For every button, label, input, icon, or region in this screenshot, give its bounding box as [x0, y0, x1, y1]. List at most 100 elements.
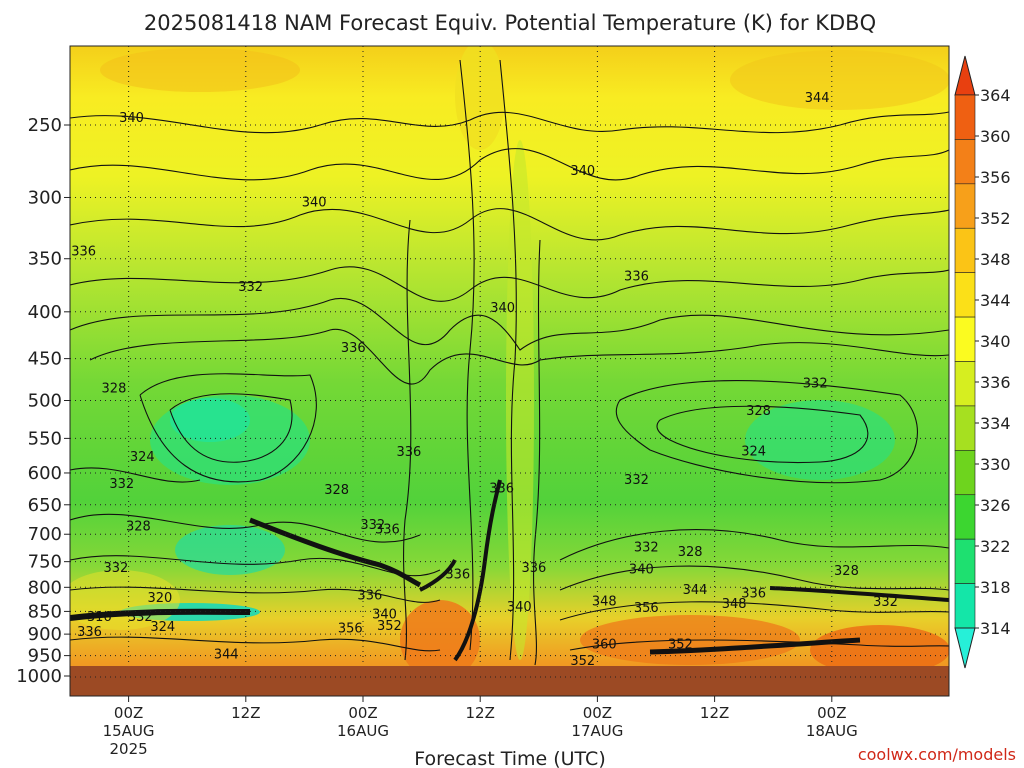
y-tick-label: 900: [28, 624, 62, 645]
contour-label: 336: [71, 245, 96, 260]
grid-lines: [70, 46, 949, 696]
contour-label: 332: [238, 280, 263, 295]
contour-label: 316: [87, 610, 112, 625]
contour-label: 340: [629, 562, 654, 577]
colorbar-label: 360: [980, 127, 1011, 146]
contour-label: 344: [805, 91, 830, 106]
colorbar-top-arrow: [954, 55, 976, 96]
x-tick-date-label: 17AUG: [571, 722, 623, 740]
colorbar-segment: [954, 139, 976, 185]
contour-label: 344: [683, 583, 708, 598]
colorbar-label: 318: [980, 578, 1011, 597]
colorbar-segment: [954, 538, 976, 584]
colorbar-label: 314: [980, 619, 1011, 638]
contour-label: 320: [147, 591, 172, 606]
contour-label: 356: [338, 621, 363, 636]
ground-strip: [70, 666, 949, 696]
contour-label: 340: [570, 164, 595, 179]
y-tick-label: 400: [28, 302, 62, 323]
y-tick-label: 700: [28, 524, 62, 545]
contour-label: 324: [741, 444, 766, 459]
contour-label: 328: [746, 404, 771, 419]
x-tick-label: 00Z: [583, 704, 612, 722]
colorbar-label: 352: [980, 209, 1011, 228]
y-tick-label: 650: [28, 495, 62, 516]
contour-label: 336: [522, 561, 547, 576]
colorbar-label: 326: [980, 496, 1011, 515]
x-tick-label: 00Z: [114, 704, 143, 722]
contour-label: 344: [214, 648, 239, 663]
contour-label: 348: [722, 597, 747, 612]
contour-label: 332: [803, 377, 828, 392]
contour-label: 336: [375, 523, 400, 538]
colorbar-label: 348: [980, 250, 1011, 269]
y-tick-label: 450: [28, 349, 62, 370]
colorbar-label: 330: [980, 455, 1011, 474]
contour-label: 332: [634, 541, 659, 556]
contour-label: 332: [103, 561, 128, 576]
contour-label: 340: [490, 301, 515, 316]
colorbar-label: 356: [980, 168, 1011, 187]
colorbar-label: 322: [980, 537, 1011, 556]
y-tick-label: 550: [28, 428, 62, 449]
contour-label: 328: [834, 564, 859, 579]
contour-label: 352: [668, 637, 693, 652]
plot-frame: [69, 45, 950, 697]
x-tick-label: 12Z: [700, 704, 729, 722]
credit-text[interactable]: coolwx.com/models: [858, 745, 1016, 764]
contour-label: 348: [592, 595, 617, 610]
x-tick-date-label: 18AUG: [806, 722, 858, 740]
contour-label: 336: [489, 481, 514, 496]
x-tick-year-label: 2025: [110, 740, 148, 758]
colorbar-segment: [954, 494, 976, 540]
contour-label: 356: [634, 601, 659, 616]
colorbar-segment: [954, 361, 976, 407]
contour-label: 340: [302, 195, 327, 210]
contour-label: 340: [372, 608, 397, 623]
colorbar-segment: [954, 583, 976, 629]
contour-label: 332: [873, 595, 898, 610]
colorbar-segment: [954, 183, 976, 229]
contour-label: 328: [678, 545, 703, 560]
y-tick-label: 300: [28, 187, 62, 208]
contour-label: 336: [396, 445, 421, 460]
colorbar-segment: [954, 272, 976, 318]
colorbar-label: 344: [980, 291, 1011, 310]
x-tick-label: 00Z: [817, 704, 846, 722]
y-tick-label: 600: [28, 463, 62, 484]
x-tick-label: 00Z: [348, 704, 377, 722]
colorbar-bottom-arrow: [954, 627, 976, 669]
contour-label: 328: [126, 520, 151, 535]
y-tick-label: 350: [28, 249, 62, 270]
colorbar-segment: [954, 450, 976, 496]
colorbar: 364 360 356 352 348 344 340 336 334 330 326 322 318 3…: [954, 55, 1011, 669]
contour-label: 340: [119, 111, 144, 126]
colorbar-label: 340: [980, 332, 1011, 351]
colorbar-label: 334: [980, 414, 1011, 433]
contour-label: 336: [77, 625, 102, 640]
y-tick-label: 1000: [16, 666, 62, 687]
x-tick-label: 12Z: [231, 704, 260, 722]
colorbar-segment: [954, 405, 976, 451]
y-tick-label: 500: [28, 391, 62, 412]
contour-label: 332: [109, 477, 134, 492]
y-tick-label: 250: [28, 115, 62, 136]
contour-label: 352: [570, 654, 595, 669]
colorbar-label: 336: [980, 373, 1011, 392]
contour-label: 336: [357, 589, 382, 604]
x-tick-date-label: 16AUG: [337, 722, 389, 740]
contour-label: 324: [150, 620, 175, 635]
contour-label: 332: [360, 518, 385, 533]
contour-label: 336: [741, 587, 766, 602]
x-axis-title: Forecast Time (UTC): [414, 748, 605, 768]
x-tick-date-label: 15AUG: [103, 722, 155, 740]
colorbar-segment: [954, 316, 976, 362]
contour-label: 332: [128, 610, 153, 625]
contour-label: 332: [624, 473, 649, 488]
y-tick-label: 800: [28, 577, 62, 598]
contour-label: 328: [324, 483, 349, 498]
chart-title: 2025081418 NAM Forecast Equiv. Potential…: [144, 11, 876, 35]
contour-label: 340: [507, 600, 532, 615]
